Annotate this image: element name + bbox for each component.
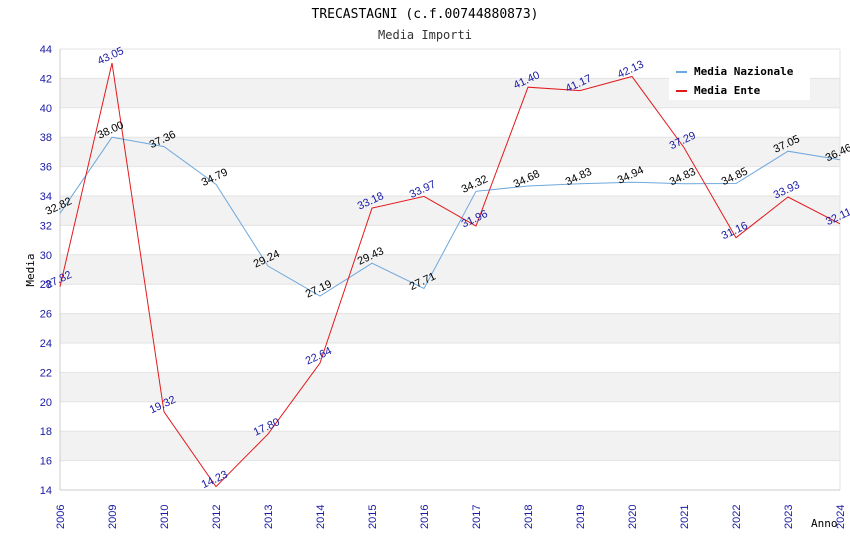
grid-band [60, 372, 840, 402]
y-tick-labels: 14 16 18 20 22 24 26 28 30 32 34 36 38 40 42 44 [40, 44, 52, 497]
x-tick-label: 2024 [835, 505, 847, 529]
x-tick-label: 2010 [159, 505, 171, 529]
data-label: 34.79 [200, 166, 230, 189]
legend-box [669, 60, 810, 100]
series-line-media-nazionale [59, 136, 841, 297]
series-lines [59, 62, 841, 488]
x-tick-label: 2022 [731, 505, 743, 529]
x-tick-label: 2020 [627, 505, 639, 529]
x-axis-label: Anno [811, 517, 838, 530]
x-tick-label: 2006 [55, 505, 67, 529]
x-tick-label: 2015 [367, 505, 379, 529]
x-tick-label: 2013 [263, 505, 275, 529]
y-tick-label: 22 [40, 367, 52, 379]
x-tick-label: 2016 [419, 505, 431, 529]
legend-label-media-nazionale: Media Nazionale [694, 65, 794, 78]
x-tick-labels: 2006 2009 2010 2012 2013 2014 2015 2016 2017 2018… [55, 505, 847, 529]
data-label: 34.32 [460, 173, 490, 196]
y-axis-label: Media [24, 253, 37, 286]
x-tick-label: 2009 [107, 505, 119, 529]
y-tick-label: 20 [40, 397, 52, 409]
y-tick-label: 38 [40, 132, 52, 144]
y-tick-label: 34 [40, 191, 52, 203]
data-label: 34.83 [564, 166, 594, 189]
y-tick-label: 30 [40, 250, 52, 262]
x-tick-label: 2017 [471, 505, 483, 529]
data-label: 14.23 [200, 469, 230, 492]
y-tick-label: 28 [40, 279, 52, 291]
data-label: 34.85 [720, 166, 750, 189]
x-tick-label: 2019 [575, 505, 587, 529]
grid-band [60, 254, 840, 285]
series-line-media-ente [59, 62, 841, 488]
grid-band [60, 313, 840, 343]
data-label: 34.68 [512, 168, 542, 191]
data-label: 34.94 [616, 164, 646, 187]
x-tick-label: 2023 [783, 505, 795, 529]
y-tick-label: 18 [40, 426, 52, 438]
x-tick-label: 2021 [679, 505, 691, 529]
y-tick-label: 32 [40, 220, 52, 232]
data-label: 42.13 [616, 59, 646, 82]
y-tick-label: 40 [40, 103, 52, 115]
y-tick-label: 16 [40, 456, 52, 468]
chart-title: TRECASTAGNI (c.f.00744880873) [312, 7, 539, 22]
y-tick-label: 24 [40, 338, 52, 350]
grid-band [60, 137, 840, 167]
data-label: 43.05 [96, 45, 126, 68]
y-tick-label: 44 [40, 44, 52, 56]
legend: Media Nazionale Media Ente [669, 60, 810, 100]
x-tick-label: 2018 [523, 505, 535, 529]
y-tick-label: 26 [40, 309, 52, 321]
chart-subtitle: Media Importi [378, 28, 472, 42]
y-tick-label: 36 [40, 162, 52, 174]
data-label: 34.83 [668, 166, 698, 189]
y-tick-label: 14 [40, 485, 52, 497]
x-tick-label: 2012 [211, 505, 223, 529]
grid-band [60, 431, 840, 461]
data-label: 27.82 [44, 269, 74, 292]
x-tick-label: 2014 [315, 505, 327, 529]
y-tick-label: 42 [40, 73, 52, 85]
legend-label-media-ente: Media Ente [694, 84, 761, 97]
